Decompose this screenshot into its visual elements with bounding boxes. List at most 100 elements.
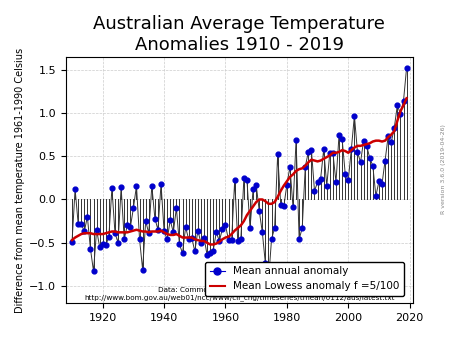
Point xyxy=(75,221,82,226)
Point xyxy=(225,237,232,243)
Point xyxy=(256,208,263,213)
Point xyxy=(249,186,256,192)
Point xyxy=(397,111,404,117)
Point xyxy=(158,181,165,187)
Point xyxy=(274,152,281,157)
Point xyxy=(200,235,207,240)
Point xyxy=(317,176,324,182)
Point xyxy=(176,242,183,247)
Legend: Mean annual anomaly, Mean Lowess anomaly f =5/100: Mean annual anomaly, Mean Lowess anomaly… xyxy=(205,262,404,296)
Point xyxy=(136,237,143,242)
Point xyxy=(179,250,186,256)
Point xyxy=(247,225,254,231)
Point xyxy=(387,140,395,145)
Point xyxy=(345,178,352,183)
Point xyxy=(283,182,290,188)
Point xyxy=(90,269,97,274)
Point xyxy=(335,132,342,137)
Point xyxy=(102,243,109,248)
Point xyxy=(105,234,112,239)
Point xyxy=(68,239,76,245)
Point xyxy=(259,230,266,235)
Point xyxy=(333,179,340,185)
Point xyxy=(382,158,389,163)
Point xyxy=(163,237,171,242)
Y-axis label: Difference from mean temperature 1961-1990 Celsius: Difference from mean temperature 1961-19… xyxy=(15,47,25,313)
Point xyxy=(296,237,303,242)
Point xyxy=(400,98,407,103)
Point xyxy=(133,183,140,188)
Point xyxy=(240,175,248,180)
Point xyxy=(191,249,198,254)
Point xyxy=(145,231,153,236)
Point xyxy=(403,65,410,71)
Point xyxy=(348,147,355,152)
Point xyxy=(265,279,272,284)
Point xyxy=(222,223,229,228)
Point xyxy=(188,235,195,240)
Point xyxy=(203,252,211,258)
Point xyxy=(329,150,337,155)
Point xyxy=(93,227,100,233)
Point xyxy=(121,237,128,242)
Point xyxy=(78,221,85,226)
Text: Data: Commonwealth Bureau of Meteorology
http://www.bom.gov.au/web01/ncc/www/cli: Data: Commonwealth Bureau of Meteorology… xyxy=(84,287,395,301)
Point xyxy=(308,147,315,153)
Point xyxy=(213,230,220,235)
Point xyxy=(360,138,367,143)
Point xyxy=(252,182,260,188)
Point xyxy=(311,188,318,194)
Point xyxy=(198,240,205,245)
Point xyxy=(210,248,217,253)
Point xyxy=(231,178,239,183)
Point xyxy=(148,183,155,188)
Point xyxy=(216,238,223,244)
Point xyxy=(151,216,158,221)
Point xyxy=(391,125,398,130)
Point xyxy=(127,224,134,230)
Point xyxy=(112,231,119,236)
Point xyxy=(87,246,94,251)
Point xyxy=(320,147,327,152)
Point xyxy=(182,224,189,230)
Point xyxy=(170,230,177,235)
Point xyxy=(277,202,284,208)
Point xyxy=(357,160,364,165)
Point xyxy=(372,193,379,199)
Point xyxy=(314,179,321,185)
Point xyxy=(286,164,293,169)
Point xyxy=(289,204,297,210)
Point xyxy=(369,163,376,168)
Point xyxy=(394,102,401,108)
Point xyxy=(228,237,235,243)
Point xyxy=(185,237,192,242)
Point xyxy=(323,183,330,188)
Point xyxy=(154,227,162,233)
Text: R version 3.6.0 (2019-04-26): R version 3.6.0 (2019-04-26) xyxy=(441,124,446,214)
Point xyxy=(326,150,333,155)
Point xyxy=(207,250,214,256)
Point xyxy=(363,143,370,148)
Point xyxy=(72,186,79,192)
Point xyxy=(375,178,382,184)
Point xyxy=(161,229,168,234)
Point xyxy=(385,134,392,139)
Point xyxy=(96,244,103,250)
Title: Australian Average Temperature
Anomalies 1910 - 2019: Australian Average Temperature Anomalies… xyxy=(93,15,385,54)
Point xyxy=(166,218,174,223)
Point xyxy=(117,185,125,190)
Point xyxy=(268,237,275,242)
Point xyxy=(194,228,202,233)
Point xyxy=(237,237,244,242)
Point xyxy=(243,178,251,183)
Point xyxy=(354,149,361,154)
Point xyxy=(262,261,269,266)
Point xyxy=(130,206,137,211)
Point xyxy=(366,155,373,161)
Point xyxy=(299,225,306,231)
Point xyxy=(108,186,116,191)
Point xyxy=(305,149,312,154)
Point xyxy=(378,181,386,187)
Point xyxy=(173,206,180,211)
Point xyxy=(219,226,226,232)
